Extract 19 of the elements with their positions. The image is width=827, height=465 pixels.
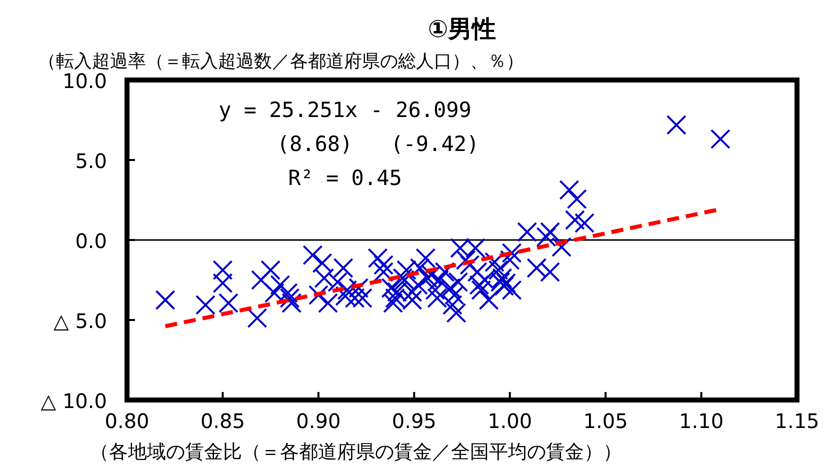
chart-title: ①男性 [428, 15, 496, 43]
x-tick-label: 0.85 [200, 409, 245, 433]
x-axis-title: （各地域の賃金比（＝各都道府県の賃金／全国平均の賃金）） [90, 441, 622, 463]
annotation: y = 25.251x - 26.099 [218, 98, 472, 122]
x-tick-label: 0.90 [296, 409, 341, 433]
annotation: R² = 0.45 [288, 166, 402, 190]
y-tick-label: 0.0 [75, 229, 107, 253]
x-tick-label: 0.80 [104, 409, 150, 433]
y-axis-title: （転入超過率（＝転入超過数／各都道府県の総人口）、％） [38, 51, 524, 72]
x-tick-label: 1.05 [583, 409, 628, 433]
x-tick-label: 1.00 [488, 409, 532, 433]
y-tick-label: △ 10.0 [40, 389, 107, 413]
x-tick-label: 0.95 [392, 409, 436, 433]
y-tick-label: 5.0 [75, 149, 107, 173]
y-tick-label: △ 5.0 [53, 309, 107, 333]
x-tick-label: 1.15 [774, 409, 820, 433]
y-tick-label: 10.0 [62, 69, 107, 93]
x-tick-label: 1.10 [679, 409, 724, 433]
annotation: (8.68) (-9.42) [276, 132, 480, 156]
